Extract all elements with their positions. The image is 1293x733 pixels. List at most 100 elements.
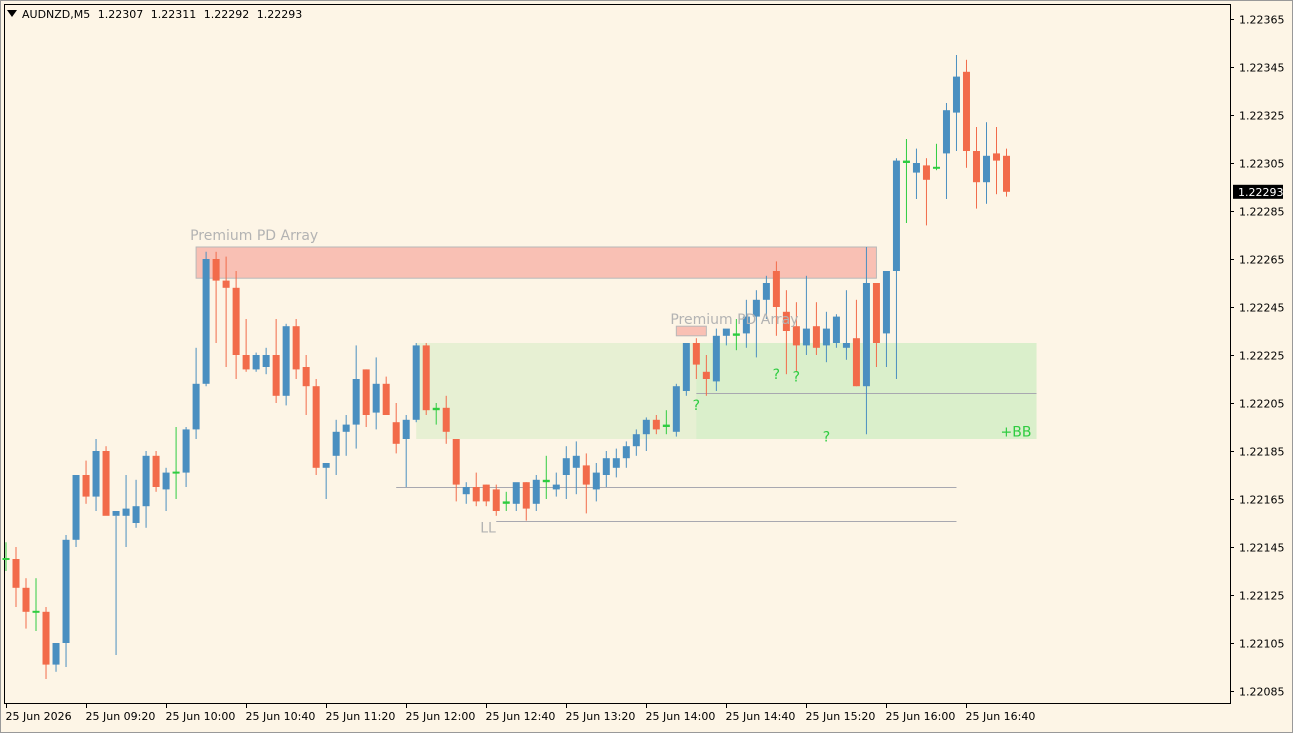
candle[interactable]	[392, 403, 400, 454]
candle[interactable]	[492, 484, 500, 516]
candle[interactable]	[872, 283, 880, 367]
candle[interactable]	[242, 319, 250, 372]
candle[interactable]	[222, 256, 230, 367]
candle[interactable]	[672, 383, 680, 437]
candle[interactable]	[822, 311, 830, 363]
candle[interactable]	[782, 290, 790, 375]
candle[interactable]	[502, 491, 510, 511]
candle[interactable]	[12, 547, 20, 607]
candle[interactable]	[632, 429, 640, 456]
candle[interactable]	[202, 251, 210, 387]
candle[interactable]	[972, 127, 980, 209]
candle[interactable]	[622, 441, 630, 468]
candle[interactable]	[542, 455, 550, 499]
candle[interactable]	[882, 271, 890, 367]
candle[interactable]	[712, 328, 720, 391]
candle[interactable]	[302, 355, 310, 415]
candle[interactable]	[742, 299, 750, 348]
candle[interactable]	[462, 482, 470, 504]
candle[interactable]	[952, 55, 960, 151]
candle[interactable]	[442, 395, 450, 444]
candle[interactable]	[982, 122, 990, 204]
candle[interactable]	[772, 261, 780, 336]
candle[interactable]	[722, 328, 730, 346]
candle[interactable]	[702, 355, 710, 396]
candle[interactable]	[262, 347, 270, 375]
candle[interactable]	[112, 511, 120, 655]
candle[interactable]	[642, 417, 650, 451]
candle[interactable]	[532, 475, 540, 511]
candle[interactable]	[132, 479, 140, 528]
candle[interactable]	[92, 439, 100, 511]
candle[interactable]	[902, 139, 910, 223]
candle[interactable]	[682, 343, 690, 396]
candle[interactable]	[692, 338, 700, 379]
candle[interactable]	[732, 319, 740, 351]
candle[interactable]	[892, 158, 900, 379]
candle[interactable]	[42, 607, 50, 679]
candle[interactable]	[2, 542, 10, 571]
candle[interactable]	[192, 347, 200, 439]
candle[interactable]	[612, 448, 620, 478]
candle[interactable]	[592, 463, 600, 502]
candle[interactable]	[172, 427, 180, 499]
candle[interactable]	[932, 143, 940, 171]
candle[interactable]	[862, 247, 870, 435]
candle[interactable]	[842, 290, 850, 360]
candle[interactable]	[652, 415, 660, 435]
candle[interactable]	[922, 158, 930, 226]
candle[interactable]	[332, 419, 340, 475]
candle[interactable]	[312, 379, 320, 475]
candle[interactable]	[232, 271, 240, 379]
candle[interactable]	[212, 251, 220, 343]
candle[interactable]	[512, 482, 520, 511]
candle[interactable]	[22, 578, 30, 629]
candle[interactable]	[992, 127, 1000, 195]
candle[interactable]	[552, 472, 560, 497]
candle[interactable]	[382, 376, 390, 415]
candle[interactable]	[122, 475, 130, 547]
candle[interactable]	[602, 451, 610, 487]
candle[interactable]	[832, 314, 840, 348]
candle[interactable]	[362, 369, 370, 427]
candle[interactable]	[662, 410, 670, 435]
candle[interactable]	[402, 415, 410, 487]
candle[interactable]	[342, 415, 350, 456]
candle[interactable]	[482, 484, 490, 507]
candle[interactable]	[802, 275, 810, 355]
candle[interactable]	[32, 578, 40, 631]
candle[interactable]	[562, 446, 570, 499]
candle[interactable]	[942, 103, 950, 199]
candle[interactable]	[422, 343, 430, 415]
candle[interactable]	[52, 643, 60, 672]
candle[interactable]	[292, 319, 300, 379]
candle[interactable]	[812, 302, 820, 355]
candle[interactable]	[962, 59, 970, 168]
candle[interactable]	[162, 467, 170, 511]
candle[interactable]	[792, 302, 800, 372]
candle[interactable]	[72, 475, 80, 547]
candle[interactable]	[82, 460, 90, 504]
candle[interactable]	[372, 357, 380, 430]
dropdown-triangle-icon[interactable]	[7, 10, 17, 17]
candle[interactable]	[752, 290, 760, 358]
candle[interactable]	[62, 535, 70, 667]
candle[interactable]	[272, 319, 280, 403]
candle[interactable]	[432, 403, 440, 425]
candle[interactable]	[102, 446, 110, 516]
candle[interactable]	[1003, 148, 1010, 197]
candle[interactable]	[572, 441, 580, 495]
candle[interactable]	[142, 451, 150, 528]
candle[interactable]	[412, 343, 420, 423]
candle[interactable]	[762, 275, 770, 319]
candle[interactable]	[912, 148, 920, 199]
candle[interactable]	[352, 345, 360, 449]
candle[interactable]	[452, 439, 460, 502]
candle[interactable]	[472, 472, 480, 507]
candle[interactable]	[852, 299, 860, 387]
candle[interactable]	[522, 482, 530, 521]
candle[interactable]	[322, 463, 330, 499]
candle[interactable]	[152, 451, 160, 492]
candle[interactable]	[252, 352, 260, 372]
